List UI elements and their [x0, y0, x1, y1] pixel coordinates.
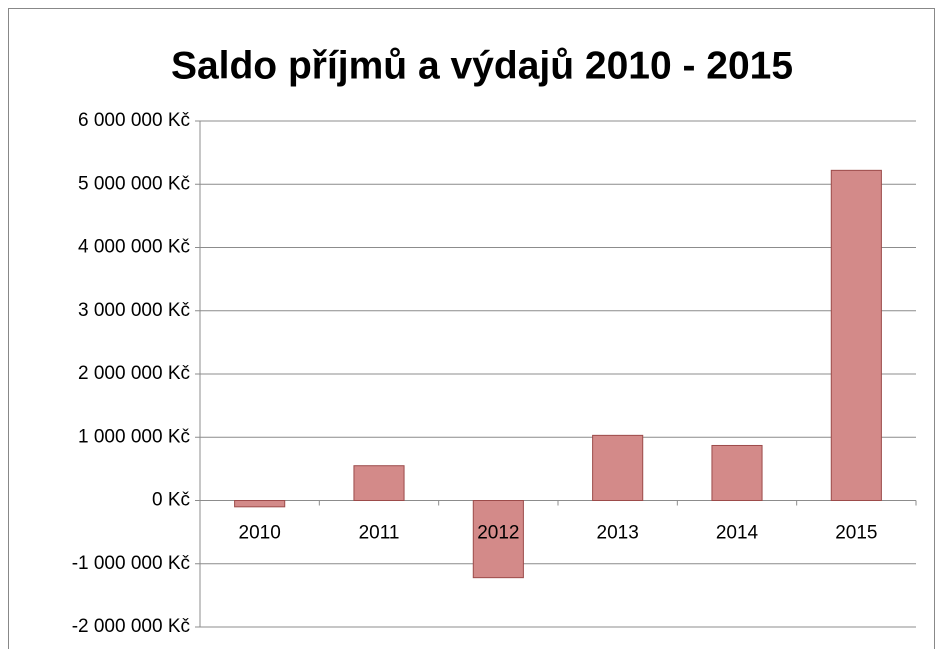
x-tick-label: 2011 — [359, 523, 400, 544]
bar — [592, 434, 644, 502]
y-tick-label: 6 000 000 Kč — [78, 110, 190, 131]
bar — [353, 465, 405, 501]
bar — [830, 169, 882, 502]
y-tick-label: 5 000 000 Kč — [78, 173, 190, 194]
y-tick-label: 2 000 000 Kč — [78, 363, 190, 384]
bar — [711, 444, 763, 502]
chart-frame — [8, 8, 935, 649]
y-tick-label: 3 000 000 Kč — [78, 300, 190, 321]
y-tick-label: 4 000 000 Kč — [78, 237, 190, 258]
x-tick-label: 2010 — [239, 523, 281, 544]
bar — [234, 500, 286, 508]
y-tick-label: -2 000 000 Kč — [72, 616, 190, 637]
chart-title: Saldo příjmů a výdajů 2010 - 2015 — [171, 44, 793, 87]
y-tick-label: 0 Kč — [152, 490, 190, 511]
x-tick-label: 2015 — [835, 523, 877, 544]
bar — [472, 500, 524, 579]
x-tick-label: 2013 — [597, 523, 639, 544]
x-tick-label: 2012 — [477, 523, 519, 544]
y-tick-label: 1 000 000 Kč — [78, 426, 190, 447]
x-tick-label: 2014 — [716, 523, 759, 544]
y-tick-label: -1 000 000 Kč — [72, 553, 190, 574]
